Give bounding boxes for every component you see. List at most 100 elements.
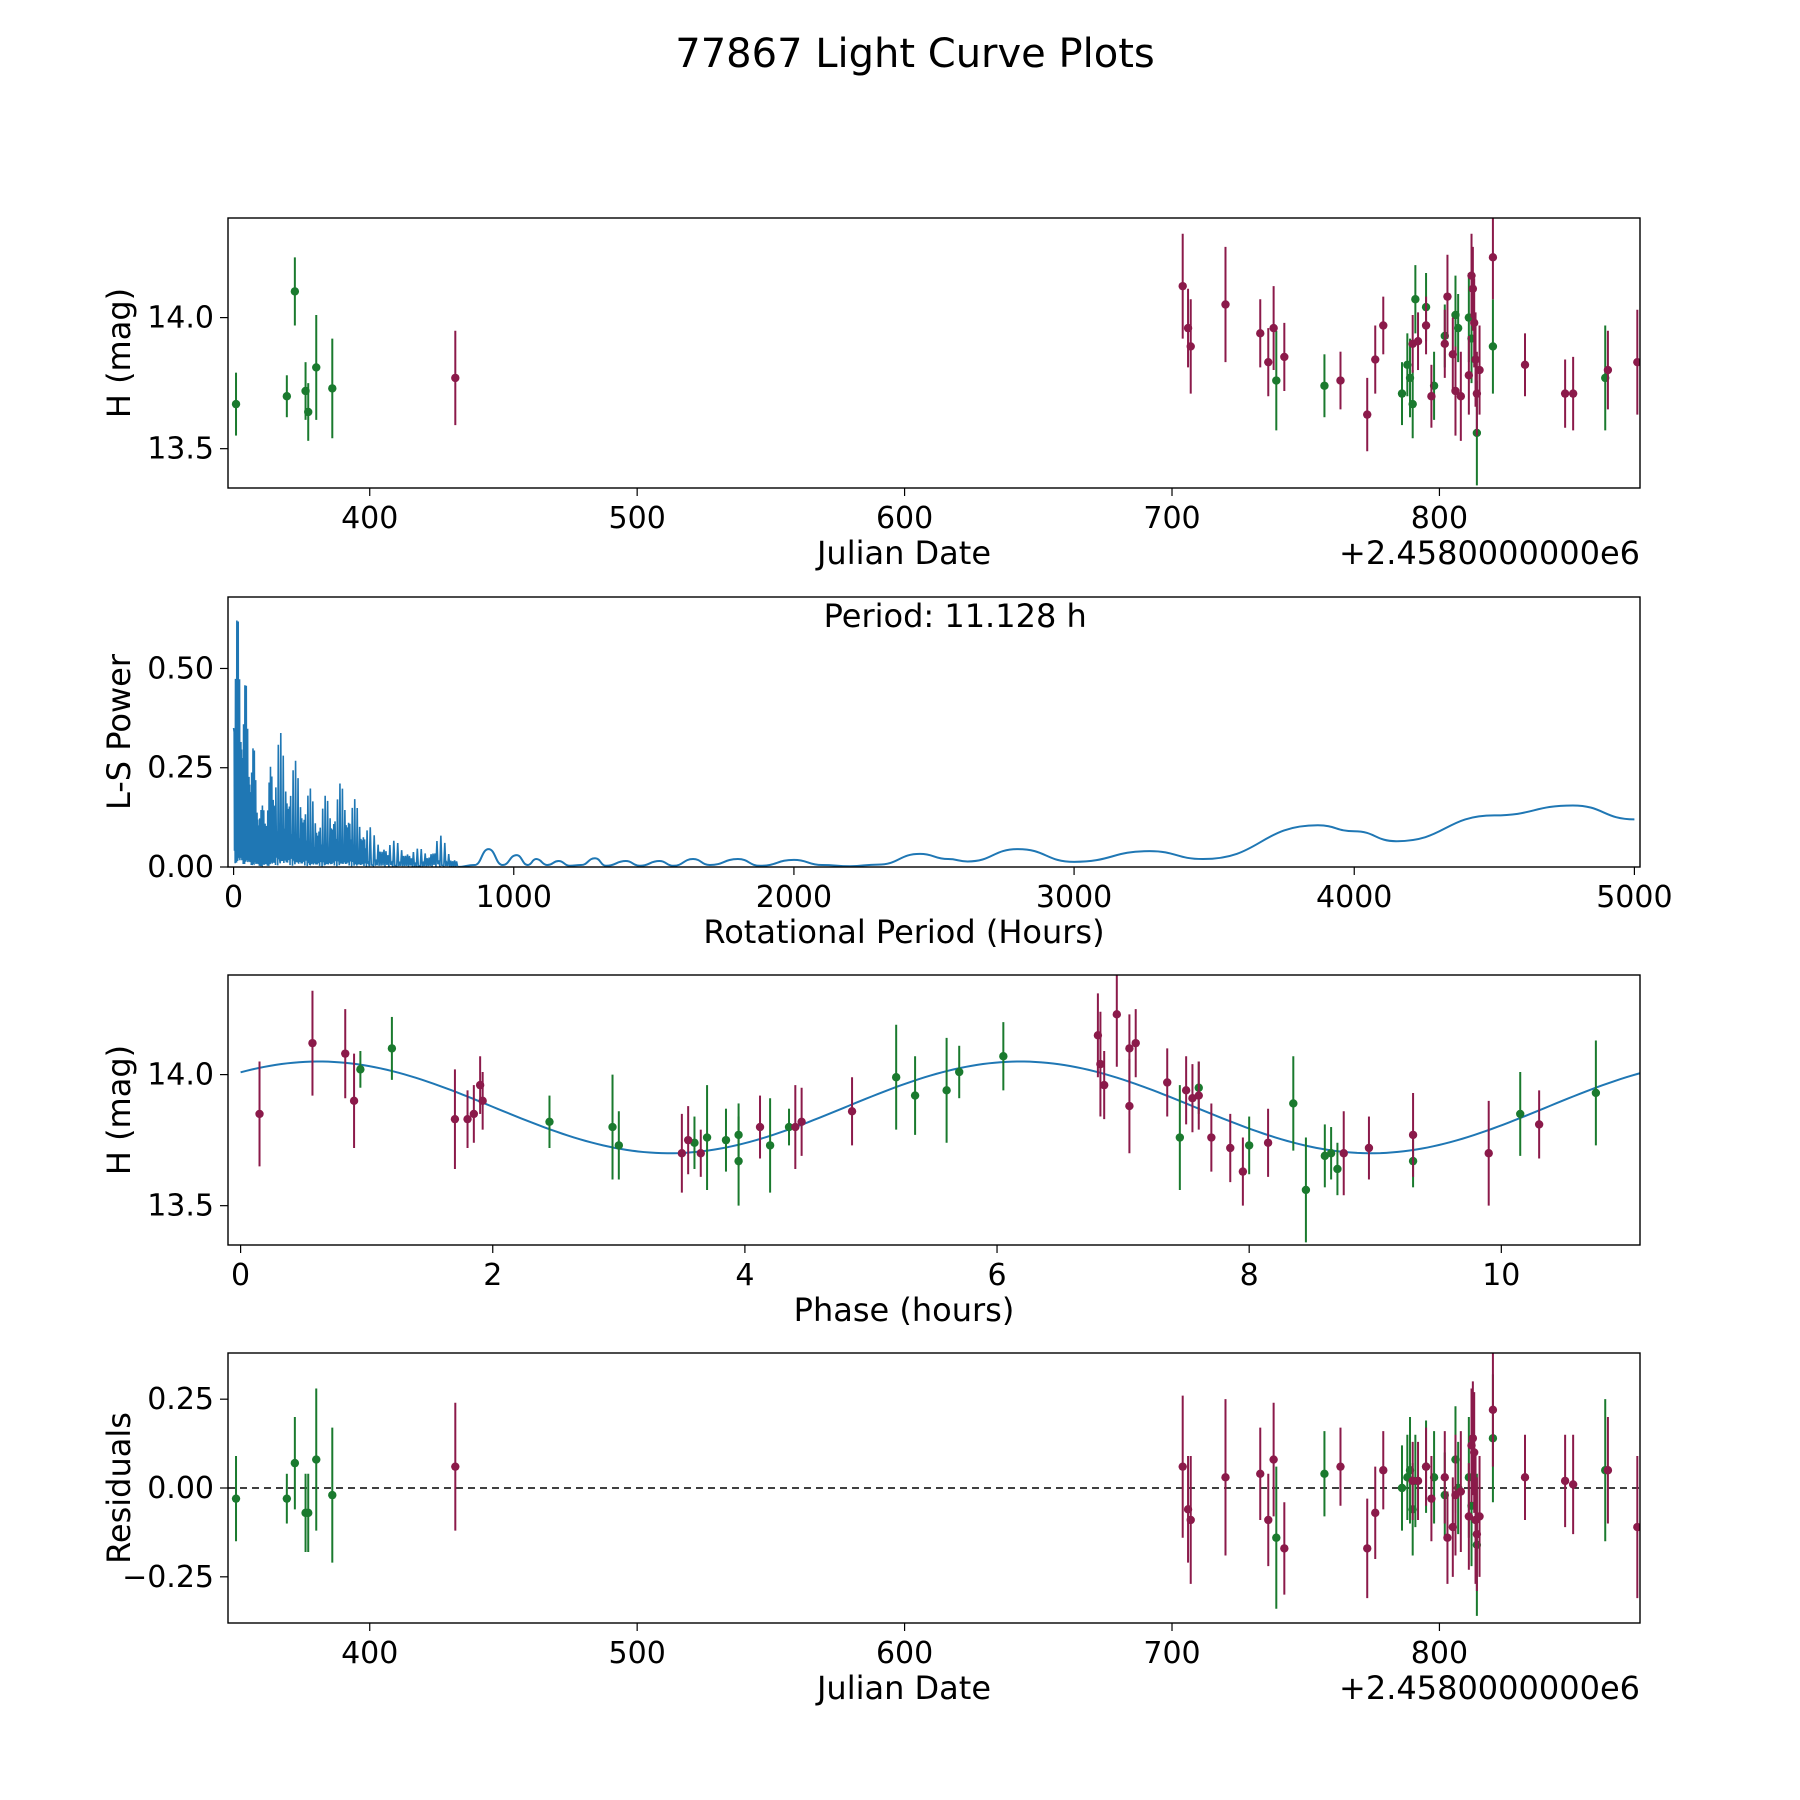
- data-point-filter_b: [1339, 1149, 1348, 1158]
- data-point-filter_b: [1440, 1473, 1449, 1482]
- data-point-filter_b: [1280, 352, 1289, 362]
- data-point-filter_b: [1468, 284, 1478, 293]
- data-point-filter_b: [1269, 323, 1278, 333]
- y-tick-label: 13.5: [147, 1189, 214, 1224]
- data-point-filter_b: [1096, 1059, 1105, 1069]
- data-point-filter_a: [690, 1138, 699, 1147]
- x-tick-label: 4000: [1316, 880, 1392, 915]
- data-point-filter_a: [1320, 1469, 1329, 1478]
- x-axis-label: Julian Date: [815, 534, 991, 572]
- data-point-filter_b: [1186, 1515, 1195, 1525]
- data-point-filter_b: [797, 1117, 806, 1126]
- data-point-filter_b: [1440, 339, 1449, 349]
- data-point-filter_b: [349, 1096, 359, 1106]
- data-point-filter_b: [1336, 1462, 1345, 1471]
- data-point-filter_a: [304, 1508, 313, 1518]
- data-point-filter_b: [1568, 1480, 1578, 1489]
- data-point-filter_a: [1397, 389, 1407, 398]
- x-tick-label: 2: [483, 1258, 502, 1293]
- data-point-filter_b: [1475, 365, 1484, 375]
- x-tick-label: 6: [987, 1258, 1006, 1293]
- data-point-filter_b: [1163, 1078, 1172, 1087]
- x-axis-label: Rotational Period (Hours): [703, 913, 1104, 951]
- data-point-filter_b: [1534, 1120, 1544, 1129]
- x-tick-label: 0: [224, 880, 243, 915]
- data-point-filter_a: [290, 287, 300, 296]
- data-point-filter_a: [387, 1044, 397, 1053]
- data-point-filter_a: [1320, 1151, 1330, 1161]
- panel-phased: 0 2 4 6 8 10 13.5 14.0 Phase (hours) H (mag): [100, 974, 1641, 1329]
- data-point-filter_b: [677, 1149, 687, 1158]
- x-tick-label: 800: [1411, 501, 1468, 536]
- data-point-filter_b: [1379, 321, 1388, 330]
- data-point-filter_a: [702, 1133, 712, 1142]
- x-tick-label: 600: [876, 501, 933, 536]
- data-point-filter_b: [1194, 1091, 1203, 1100]
- data-point-filter_a: [1516, 1109, 1525, 1119]
- data-point-filter_b: [683, 1135, 693, 1145]
- data-point-filter_b: [1468, 1434, 1478, 1443]
- data-point-filter_b: [1379, 1466, 1388, 1475]
- data-point-filter_a: [942, 1086, 951, 1095]
- x-tick-label: 2000: [756, 880, 832, 915]
- data-point-filter_b: [1264, 1515, 1273, 1525]
- data-point-filter_b: [1484, 1149, 1493, 1158]
- data-point-filter_a: [608, 1122, 617, 1132]
- data-point-filter_a: [999, 1052, 1008, 1061]
- data-point-filter_b: [1336, 376, 1345, 385]
- data-point-filter_b: [1603, 1466, 1613, 1475]
- data-point-filter_b: [1125, 1101, 1134, 1111]
- x-tick-label: 1000: [476, 880, 552, 915]
- data-point-filter_b: [450, 1114, 460, 1124]
- data-point-filter_b: [1633, 1522, 1640, 1532]
- data-point-filter_a: [290, 1458, 300, 1468]
- data-point-filter_b: [1280, 1544, 1289, 1553]
- data-point-filter_a: [312, 1455, 321, 1464]
- data-point-filter_b: [451, 373, 460, 383]
- data-point-filter_b: [463, 1114, 472, 1124]
- panel-periodogram: 0 1000 2000 3000 4000 5000 0.00 0.25 0.50 Rotatio…: [100, 596, 1673, 951]
- data-point-filter_b: [1475, 1512, 1484, 1521]
- figure-title: 77867 Light Curve Plots: [675, 31, 1154, 77]
- data-point-filter_a: [545, 1117, 554, 1126]
- data-point-filter_b: [469, 1109, 479, 1119]
- data-point-filter_a: [1272, 1533, 1281, 1542]
- data-point-filter_b: [1371, 1508, 1380, 1518]
- data-point-filter_a: [1591, 1088, 1601, 1098]
- data-point-filter_b: [1371, 355, 1380, 364]
- period-annotation: Period: 11.128 h: [824, 597, 1087, 635]
- data-point-filter_a: [1272, 376, 1281, 385]
- x-tick-label: 500: [609, 501, 666, 536]
- data-point-filter_b: [1427, 1494, 1436, 1503]
- x-tick-label: 0: [231, 1258, 250, 1293]
- data-point-filter_b: [1363, 1544, 1372, 1553]
- data-point-filter_b: [791, 1122, 800, 1132]
- data-point-filter_b: [1443, 292, 1452, 301]
- plot-area: [232, 620, 1635, 867]
- x-tick-label: 400: [341, 501, 398, 536]
- data-point-filter_b: [755, 1122, 765, 1132]
- data-point-filter_b: [1207, 1133, 1216, 1142]
- data-point-filter_a: [328, 1490, 337, 1500]
- data-point-filter_b: [341, 1049, 350, 1058]
- data-point-filter_b: [1488, 253, 1498, 262]
- data-point-filter_a: [312, 363, 321, 372]
- data-point-filter_b: [1421, 1462, 1431, 1471]
- data-point-filter_a: [1175, 1133, 1185, 1142]
- axes-frame: [227, 1352, 1641, 1624]
- data-point-filter_b: [1520, 360, 1530, 369]
- data-point-filter_a: [1488, 342, 1498, 351]
- data-point-filter_b: [1264, 357, 1273, 367]
- data-point-filter_b: [1469, 1448, 1479, 1457]
- y-axis-label: H (mag): [100, 288, 138, 418]
- data-point-filter_b: [1451, 386, 1460, 396]
- data-point-filter_b: [1238, 1167, 1248, 1176]
- y-axis-label: Residuals: [100, 1412, 138, 1564]
- data-point-filter_b: [1131, 1038, 1140, 1048]
- data-point-filter_a: [891, 1073, 901, 1082]
- data-point-filter_a: [910, 1091, 920, 1100]
- data-point-filter_b: [1099, 1080, 1109, 1090]
- data-point-filter_b: [1221, 300, 1230, 309]
- y-tick-label: −0.25: [122, 1560, 214, 1595]
